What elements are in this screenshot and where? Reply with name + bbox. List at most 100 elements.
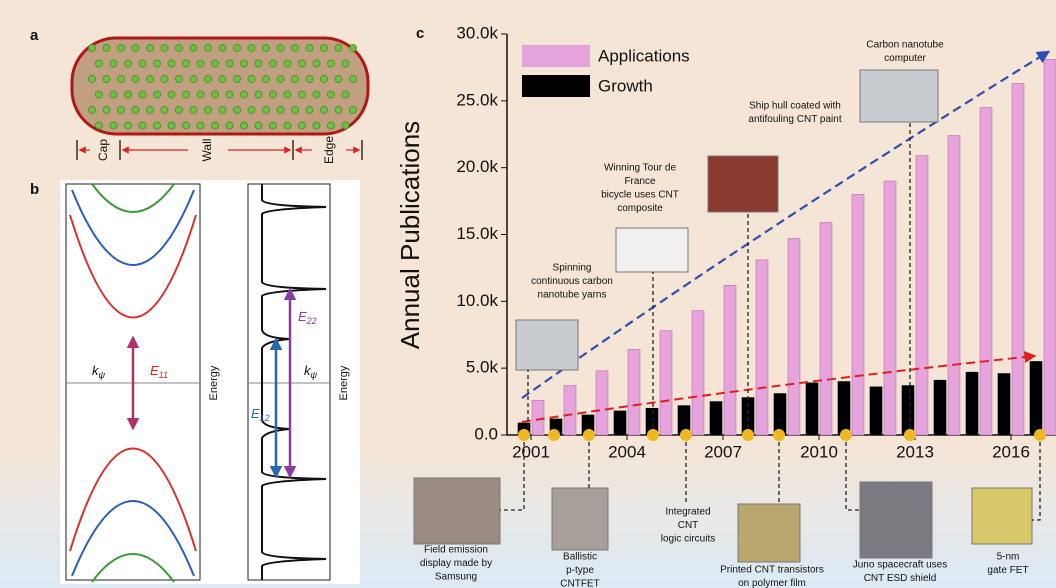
atom	[247, 106, 256, 114]
atom	[95, 59, 103, 68]
e22-label: E22	[298, 309, 317, 326]
atom	[138, 59, 147, 68]
atom	[247, 75, 256, 83]
image	[413, 477, 501, 545]
atom	[269, 121, 277, 130]
atom	[269, 59, 277, 68]
annotation: Ship hull coated with	[749, 101, 841, 112]
energy-label: Energy	[208, 365, 220, 400]
atom	[160, 75, 169, 83]
atom	[341, 90, 350, 99]
atom	[320, 75, 328, 83]
image	[737, 503, 801, 563]
image	[859, 69, 939, 123]
atom	[225, 90, 234, 99]
atom	[88, 44, 96, 52]
annotation: Integrated	[665, 507, 710, 518]
y-axis-title: Annual Publications	[395, 121, 425, 349]
atom	[88, 75, 96, 83]
band	[91, 553, 175, 583]
atom	[102, 44, 111, 52]
atom	[117, 75, 125, 83]
annotation: composite	[617, 203, 663, 214]
annotation: Carbon nanotube	[866, 40, 944, 51]
y-tick-label: 5.0k	[466, 358, 499, 377]
energy-label: Energy	[338, 365, 350, 400]
atom	[291, 44, 299, 52]
e-subscript: 12	[260, 413, 270, 423]
trend-line	[521, 50, 1051, 399]
atom	[305, 75, 314, 83]
annotation: on polymer film	[738, 578, 806, 588]
annotation: Samsung	[435, 572, 477, 583]
bar	[723, 284, 737, 436]
bar	[837, 381, 851, 436]
edge-label: Edge	[322, 136, 336, 164]
image	[615, 227, 689, 273]
x-tick-label: 2001	[512, 442, 550, 461]
atom	[160, 106, 169, 114]
atom	[109, 59, 118, 68]
bar	[773, 393, 787, 436]
e-symbol: E	[150, 363, 159, 378]
atom	[225, 121, 234, 130]
annotation: Juno spacecraft uses	[853, 560, 948, 571]
annotation: Printed CNT transistors	[720, 565, 824, 576]
panel-label: b	[30, 181, 39, 198]
e-symbol: E	[251, 406, 260, 421]
atom	[88, 106, 96, 114]
milestone-dot	[742, 429, 754, 441]
milestone-leaders	[500, 122, 1041, 521]
x-tick-label: 2010	[800, 442, 838, 461]
atom	[131, 106, 140, 114]
atom	[196, 121, 205, 130]
atom	[276, 75, 285, 83]
milestone-dot	[680, 429, 692, 441]
annotation: Ballistic	[563, 552, 597, 563]
annotation: Winning Tour de	[604, 163, 677, 174]
atom	[109, 121, 118, 130]
atom	[320, 106, 328, 114]
legend-swatch	[522, 45, 590, 67]
atom	[131, 75, 140, 83]
image	[859, 481, 933, 559]
atom	[117, 106, 125, 114]
annotation: p-type	[566, 565, 594, 576]
annotation: display made by	[420, 558, 492, 569]
atom	[189, 44, 198, 52]
atom	[160, 44, 169, 52]
atom	[175, 75, 183, 83]
atom	[254, 121, 263, 130]
atom	[218, 44, 227, 52]
panel-label: a	[30, 27, 39, 44]
atom	[189, 106, 198, 114]
panel-b-background	[60, 180, 360, 584]
atom	[95, 90, 103, 99]
milestone-dot	[647, 429, 659, 441]
milestone-dot	[773, 429, 785, 441]
atom	[211, 59, 219, 68]
bar	[965, 371, 979, 436]
annotation: bicycle uses CNT	[601, 190, 679, 201]
annotation: continuous carbon	[531, 276, 613, 287]
atom	[196, 90, 205, 99]
atom	[233, 44, 241, 52]
y-tick-label: 25.0k	[456, 90, 498, 109]
atom	[298, 121, 306, 130]
atom	[211, 90, 219, 99]
legend-label: Applications	[598, 46, 690, 65]
atom	[218, 106, 227, 114]
atom	[262, 75, 270, 83]
k-symbol: k	[304, 363, 312, 378]
atom	[182, 121, 190, 130]
bar	[883, 180, 897, 436]
band	[71, 189, 195, 266]
image	[515, 319, 579, 371]
k-symbol: k	[92, 363, 100, 378]
band	[71, 500, 195, 577]
e-symbol: E	[298, 309, 307, 324]
atom	[327, 59, 335, 68]
atom	[254, 59, 263, 68]
bar	[1029, 361, 1043, 436]
atom	[131, 44, 140, 52]
